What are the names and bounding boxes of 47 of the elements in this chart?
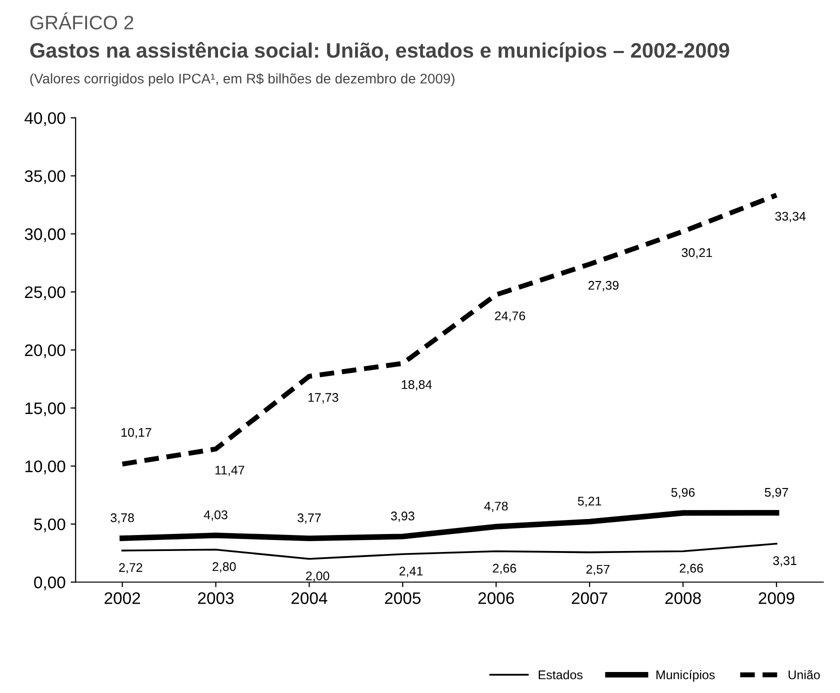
y-tick-label: 10,00 — [25, 460, 66, 474]
x-tick-label: 2005 — [384, 592, 421, 604]
data-label: 30,21 — [682, 248, 712, 259]
y-tick-label: 15,00 — [25, 402, 66, 416]
data-label: 11,47 — [215, 466, 244, 476]
data-label: 10,17 — [122, 428, 152, 438]
legend-label: União — [788, 670, 820, 680]
x-tick-label: 2004 — [292, 592, 328, 604]
data-label: 5,96 — [671, 488, 695, 498]
y-tick-label: 25,00 — [25, 286, 66, 300]
x-tick-label: 2006 — [478, 592, 514, 604]
y-tick-label: 40,00 — [24, 112, 66, 126]
y-tick-label: 0,00 — [34, 576, 66, 590]
data-label: 33,34 — [775, 212, 806, 222]
y-tick-label: 35,00 — [24, 170, 66, 184]
data-label: 4,78 — [484, 502, 508, 512]
data-label: 17,73 — [308, 393, 338, 404]
data-label: 2,66 — [680, 564, 703, 574]
data-label: 2,72 — [119, 563, 142, 574]
legend-label: Municípios — [656, 670, 715, 682]
data-label: 2,57 — [586, 564, 610, 576]
data-label: 3,93 — [390, 512, 414, 522]
data-label: 27,39 — [588, 280, 619, 292]
data-label: 2,41 — [399, 566, 423, 578]
data-label: 3,77 — [298, 513, 321, 524]
data-label: 4,03 — [204, 510, 228, 521]
data-label: 2,00 — [306, 571, 330, 582]
x-tick-label: 2008 — [665, 592, 701, 604]
y-tick-label: 5,00 — [34, 518, 66, 532]
x-tick-label: 2003 — [198, 592, 234, 604]
legend-label: Estados — [538, 670, 582, 680]
data-label: 18,84 — [402, 380, 432, 390]
data-label: 3,31 — [773, 556, 796, 567]
y-tick-label: 20,00 — [25, 344, 66, 358]
x-tick-label: 2002 — [104, 592, 140, 604]
data-label: 3,78 — [110, 513, 134, 524]
data-label: 24,76 — [495, 311, 526, 322]
chart-subtitle: (Valores corrigidos pelo IPCA¹, em R$ bilhões de dezembro de 2009) — [30, 73, 454, 86]
chart-title: Gastos na assistência social: União, estados e municípios – 2002-2009 — [30, 42, 730, 62]
y-tick-label: 30,00 — [24, 228, 66, 242]
text: GRÁFICO 2 — [30, 12, 134, 30]
data-label: 5,97 — [764, 488, 788, 498]
data-label: 2,80 — [212, 562, 236, 573]
data-label: 2,66 — [492, 564, 516, 574]
x-tick-label: 2009 — [758, 592, 794, 604]
data-label: 5,21 — [578, 496, 602, 508]
x-tick-label: 2007 — [572, 592, 608, 604]
